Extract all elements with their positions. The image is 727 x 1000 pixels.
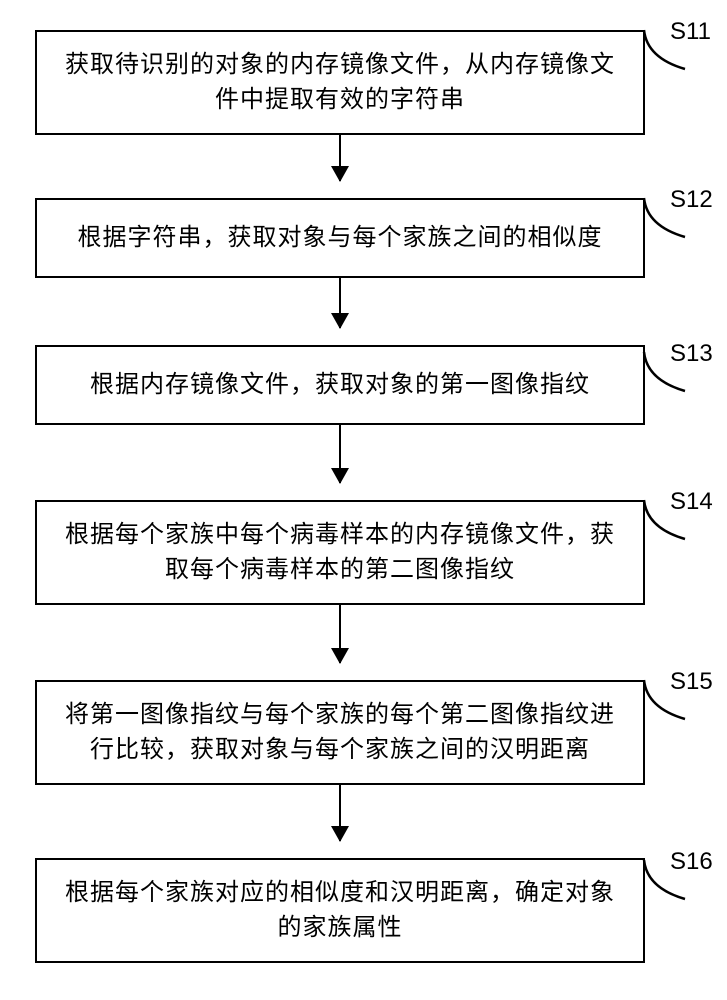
- connector-hook-icon: [641, 858, 687, 902]
- flow-arrow-icon: [339, 605, 341, 663]
- flow-arrow-icon: [339, 785, 341, 841]
- flow-step: 根据字符串，获取对象与每个家族之间的相似度: [35, 198, 645, 278]
- flow-step: 根据每个家族中每个病毒样本的内存镜像文件，获取每个病毒样本的第二图像指纹: [35, 500, 645, 605]
- flow-arrow-icon: [339, 278, 341, 328]
- flow-step: 获取待识别的对象的内存镜像文件，从内存镜像文件中提取有效的字符串: [35, 30, 645, 135]
- connector-hook-icon: [641, 350, 687, 394]
- flow-step: 根据内存镜像文件，获取对象的第一图像指纹: [35, 345, 645, 425]
- flow-step-text: 根据字符串，获取对象与每个家族之间的相似度: [78, 221, 603, 256]
- connector-hook-icon: [641, 196, 687, 240]
- flowchart-canvas: 获取待识别的对象的内存镜像文件，从内存镜像文件中提取有效的字符串S11根据字符串…: [0, 0, 727, 1000]
- flow-step-text: 根据每个家族对应的相似度和汉明距离，确定对象的家族属性: [57, 876, 623, 946]
- flow-arrow-icon: [339, 135, 341, 181]
- flow-step: 根据每个家族对应的相似度和汉明距离，确定对象的家族属性: [35, 858, 645, 963]
- flow-step-text: 根据内存镜像文件，获取对象的第一图像指纹: [90, 368, 590, 403]
- flow-step: 将第一图像指纹与每个家族的每个第二图像指纹进行比较，获取对象与每个家族之间的汉明…: [35, 680, 645, 785]
- connector-hook-icon: [641, 678, 687, 722]
- flow-arrow-icon: [339, 425, 341, 483]
- connector-hook-icon: [641, 498, 687, 542]
- flow-step-text: 根据每个家族中每个病毒样本的内存镜像文件，获取每个病毒样本的第二图像指纹: [57, 518, 623, 588]
- flow-step-text: 获取待识别的对象的内存镜像文件，从内存镜像文件中提取有效的字符串: [57, 48, 623, 118]
- flow-step-text: 将第一图像指纹与每个家族的每个第二图像指纹进行比较，获取对象与每个家族之间的汉明…: [57, 698, 623, 768]
- connector-hook-icon: [641, 28, 687, 72]
